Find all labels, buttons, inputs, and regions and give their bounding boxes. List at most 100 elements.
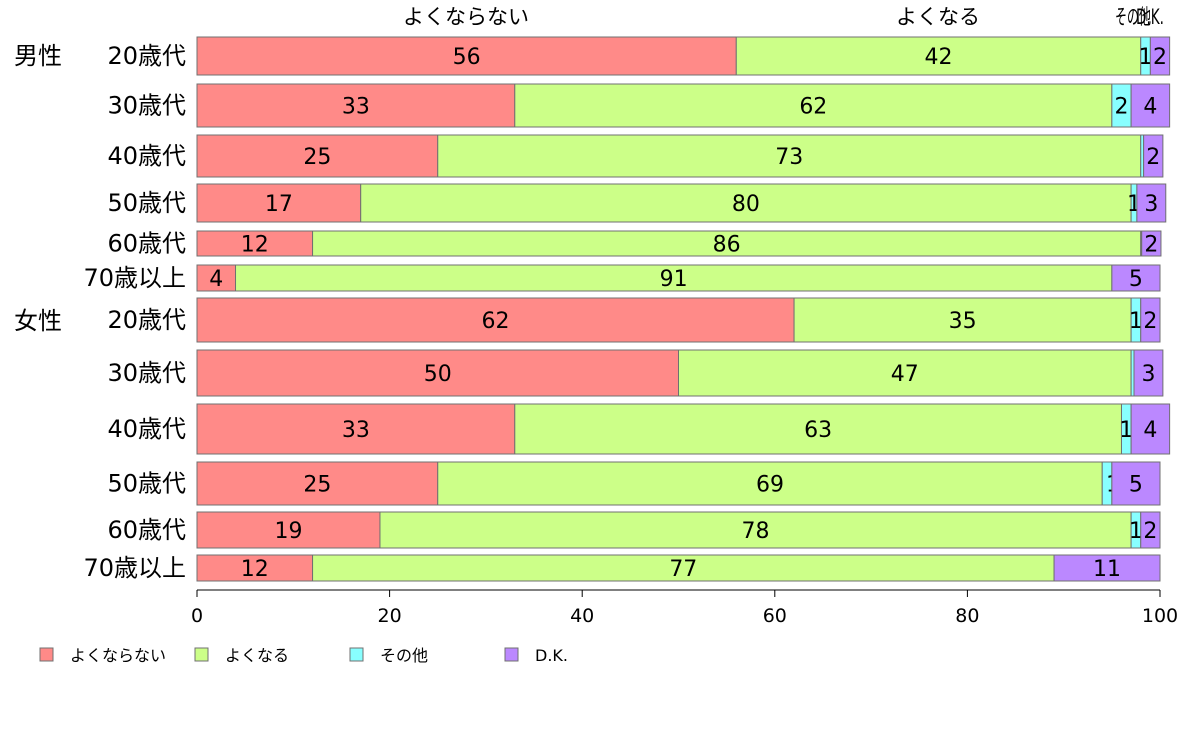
row-label: 20歳代 (107, 306, 186, 334)
legend-swatch (39, 647, 54, 662)
bar-segment (1053, 554, 1161, 582)
bar-segment (1111, 461, 1161, 506)
data-label: 2 (1143, 519, 1157, 544)
legend: よくならない よくなる その他 D.K. (39, 646, 568, 665)
bar-segment (1136, 183, 1167, 223)
bar-segment (379, 511, 1132, 549)
x-tick-label: 80 (955, 605, 979, 627)
row-label: 70歳以上 (83, 554, 186, 582)
bar-row: 50歳代256915 (107, 461, 1161, 506)
data-label: 2 (1153, 45, 1167, 70)
data-label: 5 (1129, 473, 1143, 498)
legend-item: よくならない (39, 646, 166, 665)
data-label: 2 (1146, 145, 1160, 170)
x-tick-label: 60 (763, 605, 787, 627)
bar-segment (196, 183, 362, 223)
row-label: 70歳以上 (83, 264, 186, 292)
bar-segment (312, 230, 1142, 257)
bar-row: 70歳以上 4 91 5 (83, 264, 1161, 292)
bar-row: 40歳代 33 63 1 4 (107, 403, 1171, 455)
legend-swatch (349, 647, 364, 662)
data-label: 86 (713, 233, 741, 258)
data-label: 62 (482, 309, 510, 334)
data-label: 17 (265, 192, 293, 217)
data-label: 3 (1144, 192, 1158, 217)
x-axis: 0 20 40 60 80 100 (191, 589, 1178, 627)
data-label: 11 (1093, 557, 1121, 582)
x-tick-label: 20 (378, 605, 402, 627)
top-label-よくなる: よくなる (896, 5, 980, 29)
legend-swatch (504, 647, 519, 662)
data-label: 5 (1129, 267, 1143, 292)
bar-segment (1141, 230, 1162, 257)
bar-segment (196, 230, 314, 257)
data-label: 47 (891, 362, 919, 387)
bar-segment (514, 403, 1122, 455)
data-label: 1 (1119, 418, 1133, 443)
data-label: 12 (241, 557, 269, 582)
data-label: 3 (1141, 362, 1155, 387)
data-label: 1 (1129, 309, 1143, 334)
bar-row: 60歳代 12 86 2 (107, 230, 1162, 258)
x-tick-label: 0 (191, 605, 203, 627)
data-label: 50 (424, 362, 452, 387)
bar-segment (437, 134, 1142, 178)
bar-segment (793, 297, 1132, 343)
data-label: 33 (342, 95, 370, 120)
bar-segment (1140, 511, 1161, 549)
bar-segment (196, 461, 439, 506)
legend-label: よくならない (70, 646, 166, 665)
row-label: 60歳代 (107, 516, 186, 544)
top-category-labels: よくならない よくなる その他 D.K. (403, 5, 1164, 29)
top-label-よくならない: よくならない (403, 5, 529, 29)
x-tick-label: 40 (570, 605, 594, 627)
data-label: 2 (1144, 233, 1158, 258)
data-label: 73 (775, 145, 803, 170)
legend-swatch (194, 647, 209, 662)
bar-segment (196, 134, 439, 178)
bar-segment (1111, 264, 1161, 292)
bar-segment (735, 36, 1142, 76)
row-label: 30歳代 (107, 359, 186, 387)
data-label: 1 (1139, 45, 1153, 70)
data-label: 62 (799, 95, 827, 120)
legend-label: その他 (380, 646, 428, 665)
data-label: 2 (1114, 95, 1128, 120)
bar-row: 60歳代 19 78 1 2 (107, 511, 1161, 549)
legend-label: D.K. (535, 646, 568, 665)
row-label: 30歳代 (107, 92, 186, 120)
bar-segment (312, 554, 1055, 582)
top-label-その他: その他 (1115, 5, 1151, 29)
bar-segment (1130, 403, 1171, 455)
bar-segment (678, 349, 1132, 397)
bar-row: 20歳代 62 35 1 2 (107, 297, 1161, 343)
data-label: 33 (342, 418, 370, 443)
data-label: 91 (660, 267, 688, 292)
bar-segment (360, 183, 1132, 223)
row-label: 50歳代 (107, 470, 186, 498)
bar-segment (1149, 36, 1171, 76)
bar-row: 20歳代 56 42 1 2 (107, 36, 1171, 76)
bar-row: 30歳代 33 62 2 4 (107, 83, 1171, 128)
data-label: 69 (756, 473, 784, 498)
row-label: 20歳代 (107, 42, 186, 70)
bar-segment (437, 461, 1103, 506)
bar-segment (196, 36, 737, 76)
data-label: 77 (669, 557, 697, 582)
bar-row: 50歳代 17 80 1 3 (107, 183, 1167, 223)
row-label: 40歳代 (107, 142, 186, 170)
bar-segment (196, 349, 679, 397)
data-label: 25 (303, 145, 331, 170)
data-label: 25 (303, 473, 331, 498)
data-label: 63 (804, 418, 832, 443)
bar-segment (196, 83, 516, 128)
bar-segment (1143, 134, 1164, 178)
data-label: 4 (1143, 95, 1157, 120)
data-label: 80 (732, 192, 760, 217)
data-label: 19 (274, 519, 302, 544)
data-label: 4 (209, 267, 223, 292)
legend-label: よくなる (225, 646, 289, 665)
bar-row: 40歳代 25 73 2 (107, 134, 1164, 178)
data-label: 35 (949, 309, 977, 334)
